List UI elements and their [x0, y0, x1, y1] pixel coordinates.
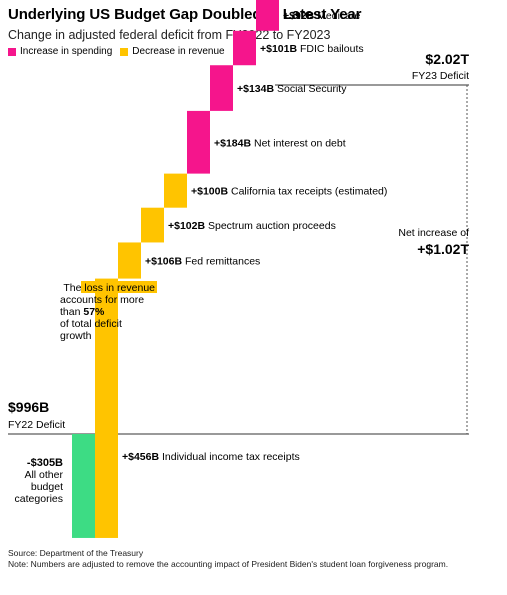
- annotation-line-4: of total deficit: [60, 318, 122, 330]
- legend-item-spending: Increase in spending: [8, 46, 112, 57]
- annotation-line-3: than 57%: [60, 306, 105, 318]
- annotation-highlight: [81, 281, 157, 293]
- step-label: +$102B Spectrum auction proceeds: [168, 220, 336, 232]
- annotation-percent: 57%: [83, 306, 105, 318]
- step-category: Individual income tax receipts: [162, 451, 300, 463]
- negative-value: -$305B: [27, 457, 63, 469]
- bar-fdic-bailouts: [233, 30, 256, 66]
- legend-label-spending: Increase in spending: [20, 46, 113, 57]
- step-category: FDIC bailouts: [300, 43, 364, 55]
- step-value: +$106B: [145, 256, 185, 268]
- end-label: FY23 Deficit: [412, 70, 469, 82]
- note-text: Note: Numbers are adjusted to remove the…: [8, 559, 449, 569]
- source-text: Source: Department of the Treasury: [8, 548, 144, 558]
- start-value: $996B: [8, 399, 49, 415]
- step-label: +$184B Net interest on debt: [214, 137, 346, 149]
- annotation-line-5: growth: [60, 330, 92, 342]
- step-value: +$184B: [214, 137, 254, 149]
- step-category: Spectrum auction proceeds: [208, 220, 336, 232]
- negative-label-line: budget: [31, 481, 63, 493]
- legend-swatch-spending: [8, 47, 16, 56]
- bar-fed-remittances: [118, 242, 141, 279]
- step-label: +$106B Fed remittances: [145, 256, 260, 268]
- legend-swatch-revenue: [120, 47, 129, 56]
- bar-other-categories: [72, 434, 95, 538]
- legend-label-revenue: Decrease in revenue: [132, 46, 225, 57]
- annotation-line-2: accounts for more: [60, 294, 144, 306]
- annotation-text: The: [63, 282, 84, 294]
- step-value: +$134B: [237, 83, 277, 95]
- step-category: Net interest on debt: [254, 137, 346, 149]
- net-increase-label: Net increase of: [398, 227, 469, 239]
- step-label: +$100B California tax receipts (estimate…: [191, 186, 387, 198]
- bar-california-tax-receipts-estimated-: [164, 173, 187, 208]
- bar-medicare: [256, 0, 279, 31]
- start-label: FY22 Deficit: [8, 419, 65, 431]
- step-category: Fed remittances: [185, 256, 260, 268]
- end-value: $2.02T: [425, 51, 469, 67]
- step-label: +$101B FDIC bailouts: [260, 43, 364, 55]
- step-category: Social Security: [277, 83, 347, 95]
- step-category: California tax receipts (estimated): [231, 186, 387, 198]
- net-increase-value: +$1.02T: [417, 241, 469, 257]
- legend: Increase in spending Decrease in revenue: [8, 46, 233, 57]
- annotation-text: than: [60, 306, 83, 318]
- step-label: +$134B Social Security: [237, 83, 347, 95]
- annotation-line-1: The loss in revenue: [63, 282, 155, 294]
- bar-spectrum-auction-proceeds: [141, 207, 164, 243]
- step-category: Medicare: [317, 10, 360, 22]
- step-value: +$102B: [168, 220, 208, 232]
- step-label: +$92B Medicare: [283, 10, 361, 22]
- bar-net-interest-on-debt: [187, 110, 210, 174]
- annotation-highlight-text: loss in revenue: [84, 282, 155, 294]
- step-value: +$456B: [122, 451, 162, 463]
- step-value: +$100B: [191, 186, 231, 198]
- bar-individual-income-tax-receipts: [95, 278, 118, 538]
- bar-social-security: [210, 65, 233, 111]
- step-value: +$92B: [283, 10, 317, 22]
- legend-item-revenue: Decrease in revenue: [120, 46, 225, 57]
- waterfall-chart: +$456B Individual income tax receipts +$1…: [8, 0, 469, 538]
- negative-label-line: All other: [24, 469, 63, 481]
- footnote: Source: Department of the Treasury Note:…: [8, 548, 498, 570]
- step-value: +$101B: [260, 43, 300, 55]
- step-label: +$456B Individual income tax receipts: [122, 451, 300, 463]
- negative-label-line: categories: [15, 493, 63, 505]
